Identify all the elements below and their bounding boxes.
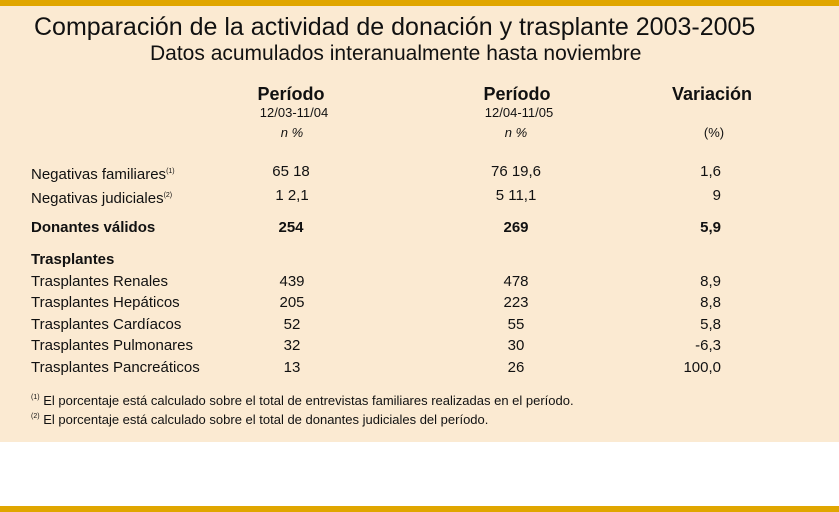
top-accent-bar — [0, 0, 839, 6]
cell-trasplantes-pulmonares-var: -6,3 — [695, 337, 721, 354]
cell-donantes-validos-p1: 254 — [278, 219, 304, 236]
cell-negativas-judiciales-p2: 5 11,1 — [495, 187, 537, 204]
section-heading-trasplantes: Trasplantes — [31, 251, 115, 268]
col-unit-variation: (%) — [703, 125, 725, 140]
cell-negativas-familiares-p2: 76 19,6 — [490, 163, 542, 180]
page-title: Comparación de la actividad de donación … — [34, 13, 756, 41]
col-header-variation: Variación — [671, 84, 753, 104]
cell-donantes-validos-var: 5,9 — [700, 219, 721, 236]
col-header-period-2: Período — [483, 84, 551, 104]
cell-trasplantes-cardiacos-p1: 52 — [283, 316, 301, 333]
cell-trasplantes-renales-p2: 478 — [503, 273, 529, 290]
cell-trasplantes-pancreaticos-p2: 26 — [507, 359, 525, 376]
bottom-accent-bar — [0, 506, 839, 512]
row-label-donantes-validos: Donantes válidos — [31, 219, 156, 236]
row-label-trasplantes-pulmonares: Trasplantes Pulmonares — [31, 337, 194, 354]
row-label-negativas-familiares: Negativas familiares(1) — [31, 166, 175, 183]
cell-donantes-validos-p2: 269 — [503, 219, 529, 236]
cell-negativas-familiares-var: 1,6 — [700, 163, 721, 180]
cell-negativas-judiciales-p1: 1 2,1 — [275, 187, 309, 204]
cell-trasplantes-hepaticos-p1: 205 — [279, 294, 305, 311]
row-label-trasplantes-hepaticos: Trasplantes Hepáticos — [31, 294, 180, 311]
cell-trasplantes-pancreaticos-var: 100,0 — [683, 359, 721, 376]
col-unit-period-2: n % — [504, 125, 528, 140]
cell-trasplantes-pancreaticos-p1: 13 — [283, 359, 301, 376]
footnote-2: (2) El porcentaje está calculado sobre e… — [31, 412, 489, 427]
col-unit-period-1: n % — [280, 125, 304, 140]
cell-trasplantes-hepaticos-p2: 223 — [503, 294, 529, 311]
cell-trasplantes-pulmonares-p2: 30 — [507, 337, 525, 354]
row-label-trasplantes-cardiacos: Trasplantes Cardíacos — [31, 316, 182, 333]
footnote-1: (1) El porcentaje está calculado sobre e… — [31, 393, 574, 408]
table-panel — [0, 6, 839, 442]
row-label-negativas-judiciales: Negativas judiciales(2) — [31, 190, 173, 207]
col-dates-period-1: 12/03-11/04 — [259, 105, 329, 120]
cell-trasplantes-cardiacos-var: 5,8 — [700, 316, 721, 333]
col-header-period-1: Período — [257, 84, 325, 104]
row-label-trasplantes-pancreaticos: Trasplantes Pancreáticos — [31, 359, 200, 376]
cell-trasplantes-renales-p1: 439 — [279, 273, 305, 290]
cell-trasplantes-hepaticos-var: 8,8 — [700, 294, 721, 311]
cell-negativas-familiares-p1: 65 18 — [272, 163, 310, 180]
cell-trasplantes-pulmonares-p1: 32 — [283, 337, 301, 354]
col-dates-period-2: 12/04-11/05 — [484, 105, 554, 120]
cell-trasplantes-cardiacos-p2: 55 — [507, 316, 525, 333]
row-label-trasplantes-renales: Trasplantes Renales — [31, 273, 169, 290]
page-subtitle: Datos acumulados interanualmente hasta n… — [150, 42, 642, 65]
cell-negativas-judiciales-var: 9 — [712, 187, 721, 204]
cell-trasplantes-renales-var: 8,9 — [700, 273, 721, 290]
